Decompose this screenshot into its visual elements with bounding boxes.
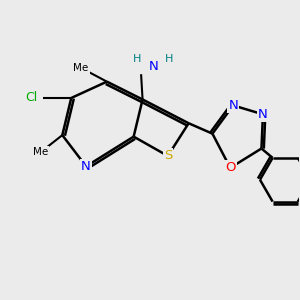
Text: S: S: [164, 149, 172, 162]
Text: Me: Me: [33, 147, 49, 157]
Text: O: O: [225, 161, 236, 174]
Text: N: N: [81, 160, 91, 173]
Text: N: N: [149, 60, 158, 73]
Text: N: N: [228, 99, 238, 112]
Text: H: H: [132, 54, 141, 64]
Text: N: N: [258, 108, 268, 121]
Text: Cl: Cl: [26, 92, 38, 104]
Text: H: H: [165, 54, 173, 64]
Text: Me: Me: [74, 63, 89, 73]
